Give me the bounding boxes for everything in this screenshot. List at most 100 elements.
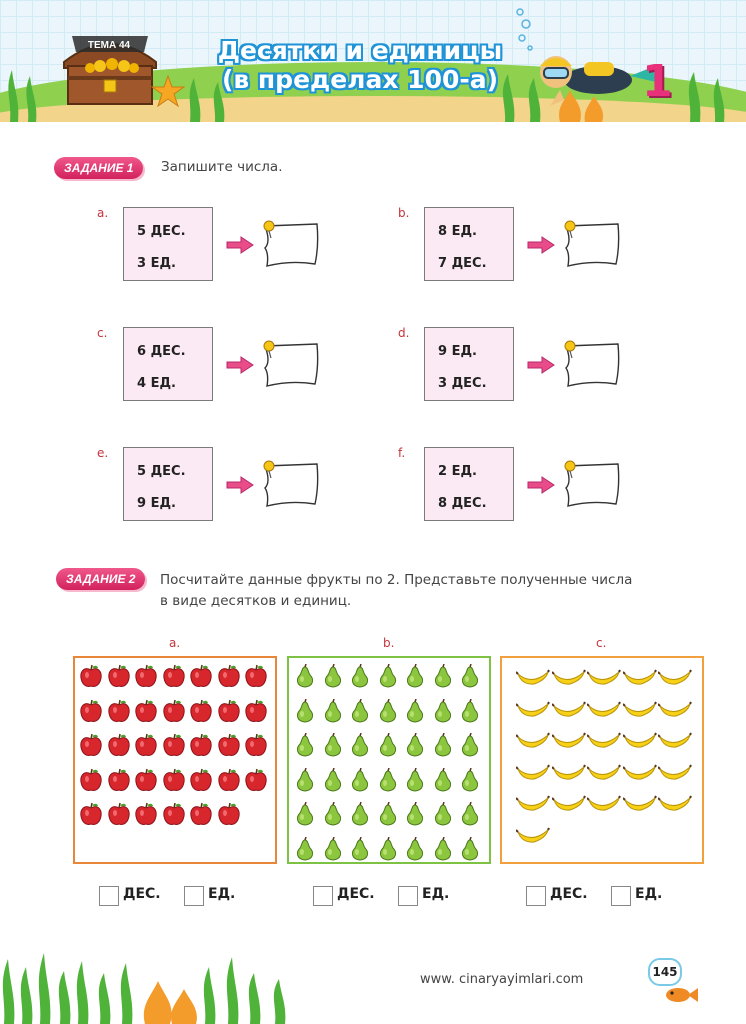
pear-icon	[322, 663, 344, 688]
tens-label: ДЕС.	[550, 886, 588, 902]
answer-note-icon[interactable]	[261, 458, 323, 510]
banana-icon	[550, 700, 586, 720]
pear-icon	[294, 767, 316, 792]
pear-icon	[404, 732, 426, 757]
pear-icon	[322, 836, 344, 861]
banana-icon	[621, 763, 657, 783]
pear-icon	[432, 732, 454, 757]
pear-icon	[404, 801, 426, 826]
apple-icon	[190, 733, 212, 757]
banana-icon	[657, 668, 692, 688]
ones-answer-box[interactable]	[184, 886, 204, 906]
pear-icon	[294, 836, 316, 861]
pear-icon	[322, 732, 344, 757]
tens-ones-card: 8 ЕД. 7 ДЕС.	[424, 207, 514, 281]
title-line-1: Десятки и единицы	[217, 36, 503, 65]
tens-answer-box[interactable]	[526, 886, 546, 906]
pear-icon	[377, 801, 399, 826]
exercise-letter: d.	[398, 326, 410, 340]
banana-icon	[586, 731, 621, 751]
pear-icon	[459, 663, 481, 688]
topic-number-badge: 1	[642, 56, 673, 107]
apple-icon	[245, 733, 267, 757]
banana-icon	[550, 794, 586, 814]
tens-label: ДЕС.	[337, 886, 375, 902]
card-line-1: 5 ДЕС.	[137, 224, 186, 239]
arrow-right-icon	[226, 356, 254, 374]
banana-icon	[586, 763, 621, 783]
banana-icon	[621, 794, 657, 814]
banana-icon	[515, 794, 550, 814]
apple-icon	[135, 664, 157, 688]
exercise-letter: a.	[97, 206, 109, 220]
apple-icon	[135, 699, 157, 723]
answer-note-icon[interactable]	[261, 338, 323, 390]
tens-answer-box[interactable]	[99, 886, 119, 906]
bubbles-icon	[516, 8, 533, 51]
pear-icon	[432, 836, 454, 861]
tens-answer-box[interactable]	[313, 886, 333, 906]
banana-icon	[515, 826, 550, 846]
card-line-1: 6 ДЕС.	[137, 344, 186, 359]
page-number: 145	[648, 958, 682, 986]
apple-icon	[80, 664, 102, 688]
banana-icon	[515, 763, 550, 783]
diver-icon	[540, 56, 660, 106]
apple-icon	[80, 733, 102, 757]
apple-icon	[190, 664, 212, 688]
task1-instruction: Запишите числа.	[161, 159, 283, 175]
group-letter: c.	[596, 636, 607, 650]
apple-icon	[245, 664, 267, 688]
pear-icon	[322, 698, 344, 723]
apple-icon	[107, 733, 130, 757]
apple-icon	[162, 664, 185, 688]
banana-icon	[657, 731, 692, 751]
card-line-2: 8 ДЕС.	[438, 496, 487, 511]
apple-icon	[217, 664, 240, 688]
answer-note-icon[interactable]	[562, 338, 624, 390]
pear-icon	[459, 836, 481, 861]
arrow-right-icon	[527, 356, 555, 374]
apple-icon	[135, 802, 157, 826]
apple-icon	[217, 768, 240, 792]
pear-icon	[377, 698, 399, 723]
answer-note-icon[interactable]	[261, 218, 323, 270]
exercise-letter: c.	[97, 326, 108, 340]
answer-note-icon[interactable]	[562, 218, 624, 270]
exercise-letter: b.	[398, 206, 410, 220]
fruit-frame	[287, 656, 491, 864]
tens-ones-card: 5 ДЕС. 3 ЕД.	[123, 207, 213, 281]
apple-icon	[80, 802, 102, 826]
banana-icon	[550, 731, 586, 751]
group-letter: a.	[169, 636, 181, 650]
ones-answer-box[interactable]	[398, 886, 418, 906]
tens-ones-card: 6 ДЕС. 4 ЕД.	[123, 327, 213, 401]
banana-icon	[550, 763, 586, 783]
banana-icon	[586, 700, 621, 720]
apple-icon	[162, 733, 185, 757]
pear-icon	[349, 732, 371, 757]
card-line-2: 9 ЕД.	[137, 496, 176, 511]
pear-icon	[322, 801, 344, 826]
answer-note-icon[interactable]	[562, 458, 624, 510]
tens-label: ДЕС.	[123, 886, 161, 902]
banana-icon	[515, 731, 550, 751]
task2-instruction-line-1: Посчитайте данные фрукты по 2. Представь…	[160, 572, 633, 588]
ones-answer-box[interactable]	[611, 886, 631, 906]
arrow-right-icon	[226, 476, 254, 494]
banana-icon	[586, 794, 621, 814]
banana-icon	[515, 700, 550, 720]
apple-icon	[107, 768, 130, 792]
exercise-letter: e.	[97, 446, 109, 460]
card-line-1: 9 ЕД.	[438, 344, 477, 359]
fruit-frame	[500, 656, 704, 864]
pear-icon	[459, 732, 481, 757]
apple-icon	[190, 802, 212, 826]
arrow-right-icon	[527, 236, 555, 254]
footer-seaweed-decoration	[2, 953, 698, 1024]
title-line-2: (в пределах 100-а)	[221, 65, 499, 94]
apple-icon	[190, 699, 212, 723]
pear-icon	[377, 767, 399, 792]
pear-icon	[349, 801, 371, 826]
tens-ones-card: 5 ДЕС. 9 ЕД.	[123, 447, 213, 521]
